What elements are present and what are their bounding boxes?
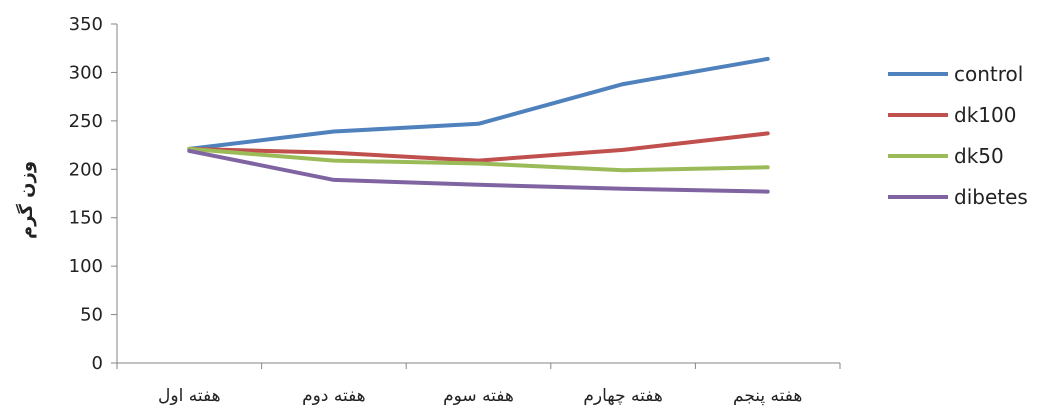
legend-label-dk100: dk100 [954, 103, 1016, 127]
y-tick-label: 150 [69, 208, 103, 229]
x-tick-label: هفته اول [158, 386, 221, 406]
x-tick-label: هفته پنجم [733, 386, 802, 406]
legend-label-control: control [954, 62, 1023, 86]
legend-label-dk50: dk50 [954, 144, 1004, 168]
series-lines [187, 56, 770, 194]
x-tick-label: هفته چهارم [583, 386, 662, 406]
series-line-dk50 [187, 146, 770, 173]
x-tick-label: هفته سوم [443, 386, 514, 406]
y-tick-label: 350 [69, 14, 103, 35]
y-axis-ticks: 0 50 100 150 200 250 300 350 [69, 14, 117, 374]
y-tick-label: 250 [69, 111, 103, 132]
y-tick-label: 100 [69, 256, 103, 277]
y-tick-label: 50 [80, 305, 103, 326]
y-tick-label: 0 [92, 353, 103, 374]
legend: control dk100 dk50 dibetes [888, 62, 1028, 209]
y-axis-label: وزن گرم [15, 161, 37, 239]
series-line-control [187, 56, 770, 151]
axes [116, 24, 840, 364]
x-axis-ticks: هفته اول هفته دوم هفته سوم هفته چهارم هفته پ… [116, 363, 841, 406]
x-tick-label: هفته دوم [302, 386, 366, 406]
y-tick-label: 200 [69, 159, 103, 180]
series-line-dk100 [187, 131, 770, 163]
y-tick-label: 300 [69, 62, 103, 83]
series-line-dibetes [187, 148, 770, 194]
legend-label-dibetes: dibetes [954, 185, 1028, 209]
